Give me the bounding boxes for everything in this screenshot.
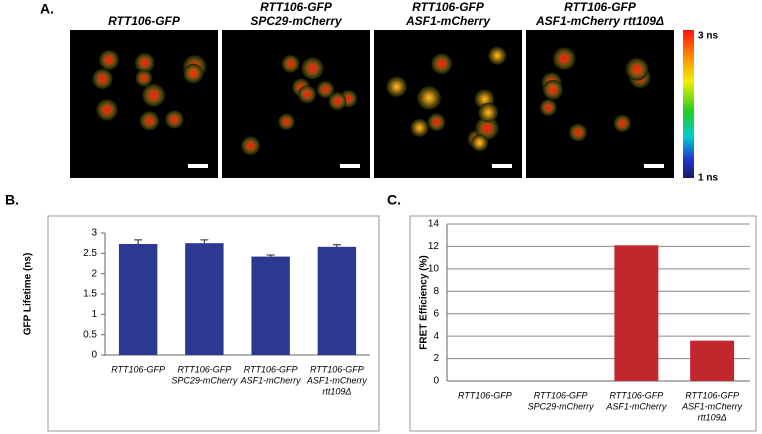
y-tick-label: 12 (428, 241, 440, 252)
bar (251, 256, 290, 355)
x-tick-label: SPC29-mCherry (171, 375, 238, 385)
colorbar-min: 1 ns (698, 173, 718, 184)
cell (625, 57, 649, 81)
x-tick-label: ASF1-mCherry (306, 375, 368, 385)
y-tick-label: 1 (91, 309, 97, 320)
cell (99, 49, 119, 70)
x-tick-label: RTT106-GFP (310, 364, 364, 374)
image-title: RTT106-GFP (260, 0, 333, 14)
image-title: ASF1-mCherry rtt109Δ (535, 14, 664, 28)
x-tick-label: rtt109Δ (322, 386, 351, 396)
cell (539, 99, 557, 116)
y-tick-label: 3 (91, 228, 97, 239)
bar (185, 243, 224, 355)
x-tick-label: SPC29-mCherry (528, 401, 595, 411)
y-axis-label: GFP Lifetime (ns) (23, 253, 34, 336)
y-tick-label: 0.5 (83, 329, 97, 340)
x-tick-label: RTT106-GFP (177, 364, 231, 374)
cell (542, 79, 563, 100)
cell (134, 52, 155, 73)
y-tick-label: 2 (91, 268, 97, 279)
cell (569, 123, 587, 142)
cell (552, 47, 576, 70)
y-tick-label: 4 (433, 331, 439, 342)
image-title: ASF1-mCherry (405, 14, 491, 28)
colorbar (683, 30, 694, 178)
image-title: RTT106-GFP (412, 0, 485, 14)
cell (427, 113, 446, 132)
x-tick-label: RTT106-GFP (111, 364, 165, 374)
cell (431, 53, 452, 75)
error-bar (332, 244, 341, 247)
y-tick-label: 6 (433, 308, 439, 319)
cell (135, 69, 153, 87)
chart-frame (47, 215, 380, 432)
cell (96, 99, 118, 121)
y-tick-label: 8 (433, 286, 439, 297)
micrograph (70, 30, 218, 178)
cell (298, 85, 317, 104)
cell (475, 116, 499, 140)
colorbar-max: 3 ns (698, 31, 718, 42)
x-tick-label: RTT106-GFP (458, 390, 512, 400)
x-tick-label: RTT106-GFP (534, 390, 588, 400)
cell (278, 113, 295, 130)
image-title: RTT106-GFP (108, 14, 181, 28)
cell (165, 110, 184, 129)
cell (142, 83, 166, 107)
cell (183, 63, 203, 84)
y-tick-label: 2.5 (83, 248, 97, 259)
x-tick-label: RTT106-GFP (685, 390, 739, 400)
cell (328, 92, 347, 111)
y-tick-label: 0 (91, 350, 97, 361)
cell (386, 76, 407, 97)
cell (478, 102, 499, 123)
cell (488, 46, 507, 65)
cell (241, 136, 261, 156)
cell (139, 111, 160, 131)
cell (613, 114, 631, 132)
x-tick-label: ASF1-mCherry (605, 401, 667, 411)
x-tick-label: RTT106-GFP (244, 364, 298, 374)
bar (614, 245, 659, 381)
scale-bar (644, 164, 664, 168)
scale-bar (492, 164, 512, 168)
cell (410, 118, 429, 137)
cell (471, 134, 489, 152)
y-axis-label: FRET Efficiency (%) (419, 255, 430, 349)
x-tick-label: RTT106-GFP (609, 390, 663, 400)
panel-label: B. (5, 192, 19, 208)
bar (317, 246, 357, 355)
bar (690, 340, 735, 381)
panel-label: A. (40, 1, 54, 17)
x-tick-label: rtt109Δ (698, 412, 727, 422)
cell (281, 54, 300, 73)
panel-label: C. (387, 192, 401, 208)
image-title: RTT106-GFP (564, 0, 637, 14)
error-bar (200, 239, 209, 244)
chart-frame (409, 215, 757, 432)
y-tick-label: 1.5 (83, 289, 97, 300)
bar (118, 243, 158, 355)
x-tick-label: ASF1-mCherry (240, 375, 302, 385)
y-tick-label: 10 (428, 263, 440, 274)
error-bar (266, 254, 275, 257)
x-tick-label: ASF1-mCherry (681, 401, 743, 411)
y-tick-label: 0 (433, 376, 439, 387)
y-tick-label: 2 (433, 353, 439, 364)
scale-bar (340, 164, 360, 168)
cell (316, 80, 335, 99)
y-tick-label: 14 (428, 219, 440, 230)
scale-bar (188, 164, 208, 168)
cell (92, 68, 113, 90)
error-bar (134, 239, 143, 244)
cell (301, 57, 324, 80)
image-title: SPC29-mCherry (250, 14, 343, 28)
cell (417, 86, 441, 110)
